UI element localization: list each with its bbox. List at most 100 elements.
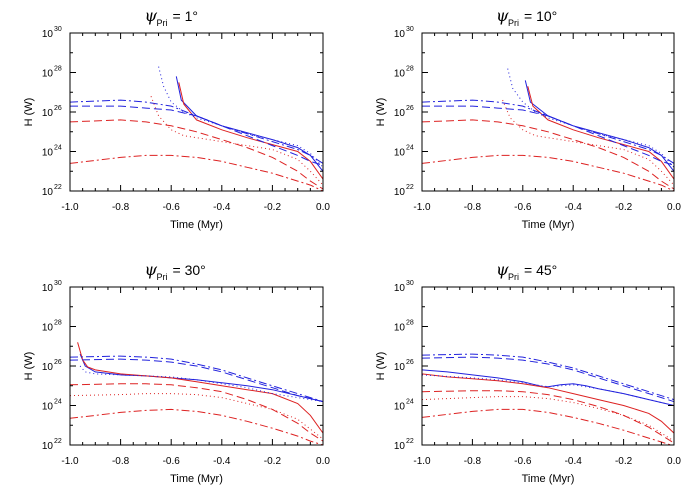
y-tick-label: 10 bbox=[394, 402, 406, 413]
series-blue-dotted bbox=[507, 68, 674, 168]
y-tick-exponent: 26 bbox=[406, 359, 414, 366]
y-axis-label: H (W) bbox=[375, 352, 387, 381]
y-tick-exponent: 28 bbox=[406, 320, 414, 327]
series-group bbox=[70, 66, 323, 191]
y-tick-label: 10 bbox=[394, 29, 406, 40]
y-tick-exponent: 30 bbox=[54, 26, 62, 33]
y-axis-label: H (W) bbox=[375, 98, 387, 127]
y-tick-label: 10 bbox=[42, 187, 54, 198]
y-tick-label: 10 bbox=[394, 323, 406, 334]
series-red-dashed bbox=[70, 383, 323, 442]
series-red-dashed bbox=[422, 390, 674, 444]
x-tick-label: -1.0 bbox=[61, 456, 79, 467]
x-tick-label: -1.0 bbox=[413, 202, 431, 213]
series-red-dashdot bbox=[422, 154, 674, 191]
y-tick-label: 10 bbox=[42, 362, 54, 373]
y-tick-exponent: 22 bbox=[406, 184, 414, 191]
series-red-solid bbox=[527, 86, 674, 180]
x-axis-label: Time (Myr) bbox=[170, 219, 223, 231]
y-tick-exponent: 22 bbox=[406, 438, 414, 445]
title-subscript: Pri bbox=[157, 272, 168, 282]
x-tick-label: -0.4 bbox=[565, 456, 583, 467]
plot-frame bbox=[69, 32, 324, 192]
y-tick-label: 10 bbox=[42, 402, 54, 413]
y-tick-exponent: 22 bbox=[54, 184, 62, 191]
title-subscript: Pri bbox=[508, 18, 519, 28]
series-blue-solid bbox=[422, 369, 674, 406]
x-tick-label: -1.0 bbox=[413, 456, 431, 467]
y-tick-label: 10 bbox=[42, 323, 54, 334]
x-tick-label: 0.0 bbox=[667, 456, 681, 467]
x-tick-label: -0.8 bbox=[464, 456, 482, 467]
series-blue-dashdot bbox=[70, 355, 323, 403]
series-red-dotted bbox=[70, 393, 323, 440]
x-tick-label: 0.0 bbox=[316, 202, 330, 213]
series-red-dotted bbox=[502, 99, 674, 186]
chart-title: ψ Pri = 1° bbox=[145, 6, 198, 28]
title-symbol: ψ bbox=[496, 6, 509, 25]
series-red-dotted bbox=[422, 396, 674, 442]
x-tick-label: -0.8 bbox=[112, 456, 130, 467]
x-tick-label: -0.2 bbox=[615, 456, 633, 467]
series-red-solid bbox=[422, 373, 674, 434]
x-tick-label: 0.0 bbox=[667, 202, 681, 213]
series-blue-dotted bbox=[79, 365, 323, 403]
y-tick-exponent: 22 bbox=[54, 438, 62, 445]
series-red-solid bbox=[178, 82, 323, 180]
x-tick-label: -0.6 bbox=[163, 456, 181, 467]
x-tick-label: -0.6 bbox=[514, 456, 532, 467]
chart-title: ψ Pri = 10° bbox=[496, 6, 557, 28]
series-blue-solid bbox=[175, 76, 323, 172]
y-tick-exponent: 30 bbox=[406, 26, 414, 33]
chart-title: ψ Pri = 30° bbox=[145, 260, 206, 282]
y-axis-label: H (W) bbox=[23, 98, 35, 127]
y-tick-label: 10 bbox=[42, 283, 54, 294]
y-tick-exponent: 28 bbox=[406, 66, 414, 73]
y-tick-exponent: 28 bbox=[54, 66, 62, 73]
y-tick-label: 10 bbox=[42, 69, 54, 80]
series-blue-dotted bbox=[158, 66, 323, 168]
series-red-dashdot bbox=[70, 408, 323, 445]
series-group bbox=[422, 353, 674, 445]
x-tick-label: -0.6 bbox=[163, 202, 181, 213]
series-red-dotted bbox=[150, 96, 323, 186]
y-tick-exponent: 26 bbox=[406, 105, 414, 112]
title-value: = 30° bbox=[173, 262, 206, 278]
x-axis-label: Time (Myr) bbox=[522, 219, 575, 231]
y-axis-label: H (W) bbox=[23, 352, 35, 381]
x-tick-label: 0.0 bbox=[316, 456, 330, 467]
series-blue-dotted bbox=[422, 374, 674, 406]
series-red-dashdot bbox=[422, 408, 673, 445]
series-blue-dashed bbox=[70, 105, 323, 166]
x-tick-label: -0.2 bbox=[264, 456, 282, 467]
x-tick-label: -0.4 bbox=[213, 202, 231, 213]
y-tick-label: 10 bbox=[42, 441, 54, 452]
y-tick-exponent: 24 bbox=[54, 399, 62, 406]
y-tick-label: 10 bbox=[394, 283, 406, 294]
x-tick-label: -0.8 bbox=[464, 202, 482, 213]
series-blue-dashdot bbox=[422, 99, 674, 164]
y-tick-label: 10 bbox=[394, 441, 406, 452]
x-axis-label: Time (Myr) bbox=[170, 473, 223, 485]
x-tick-label: -0.8 bbox=[112, 202, 130, 213]
y-tick-exponent: 26 bbox=[54, 359, 62, 366]
y-tick-exponent: 24 bbox=[406, 145, 414, 152]
y-tick-exponent: 24 bbox=[54, 145, 62, 152]
series-red-dashed bbox=[422, 119, 674, 190]
x-tick-label: -0.4 bbox=[213, 456, 231, 467]
y-tick-label: 10 bbox=[42, 108, 54, 119]
y-tick-exponent: 30 bbox=[54, 280, 62, 287]
series-blue-dashed bbox=[70, 358, 323, 403]
series-blue-dashdot bbox=[422, 353, 674, 401]
y-tick-exponent: 30 bbox=[406, 280, 414, 287]
title-symbol: ψ bbox=[496, 260, 509, 279]
title-value: = 10° bbox=[524, 8, 557, 24]
series-blue-dashed bbox=[422, 105, 674, 166]
plot-frame bbox=[421, 32, 675, 192]
y-tick-label: 10 bbox=[394, 148, 406, 159]
y-tick-label: 10 bbox=[394, 108, 406, 119]
title-symbol: ψ bbox=[145, 6, 158, 25]
